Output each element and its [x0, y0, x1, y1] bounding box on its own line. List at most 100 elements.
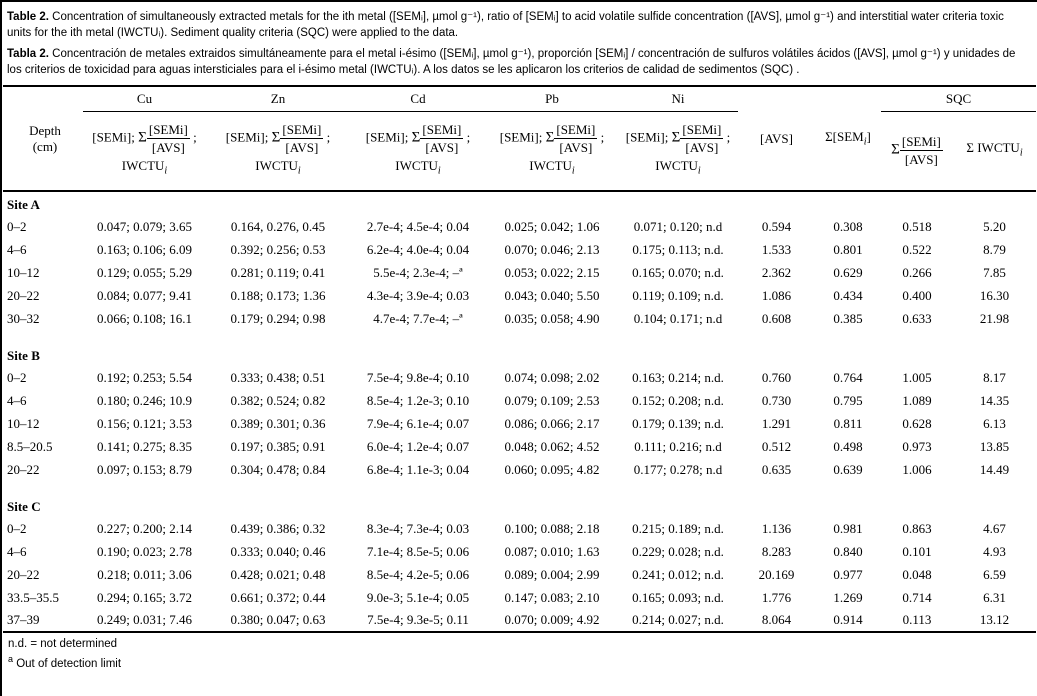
cell-pb: 0.048; 0.062; 4.52: [504, 438, 600, 454]
cell-ni: 0.104; 0.171; n.d: [633, 310, 723, 326]
cell-cu: 0.129; 0.055; 5.29: [97, 264, 192, 280]
cell-cd: 5.5e-4; 2.3e-4; –ª: [373, 264, 463, 280]
cell-sum-sem: 0.795: [833, 392, 863, 408]
cell-cd: 6.0e-4; 1.2e-4; 0.07: [366, 438, 470, 454]
formula-sem-label: [SEMi];: [225, 129, 272, 145]
cell-cd: 2.7e-4; 4.5e-4; 0.04: [366, 218, 470, 234]
sum-iwctu-label: Σ IWCTU: [966, 140, 1020, 156]
formula-sem-label: [SEMi];: [365, 129, 412, 145]
site-section-row: Site B: [3, 330, 1036, 366]
table-row: 0–2 0.047; 0.079; 3.65 0.164, 0.276, 0.4…: [3, 215, 1036, 238]
cell-depth: 4–6: [7, 543, 27, 559]
cell-avs: 1.136: [761, 520, 792, 536]
cell-sqc-iwctu: 13.85: [979, 438, 1010, 454]
cell-sum-sem: 0.498: [833, 438, 863, 454]
cell-avs: 1.291: [761, 415, 792, 431]
col-subheader-pb-formula: [SEMi]; Σ [SEMi] [AVS] ; IWCTUi: [486, 111, 618, 191]
cell-sqc-iwctu: 6.13: [983, 415, 1006, 431]
footnote-detection-text: Out of detection limit: [13, 657, 122, 670]
cell-avs: 0.512: [761, 438, 792, 454]
caption-english: Table 2. Concentration of simultaneously…: [7, 10, 1031, 41]
cell-depth: 8.5–20.5: [7, 438, 53, 454]
col-subheader-sqc-iwctu: Σ IWCTUi: [953, 111, 1036, 191]
cell-sqc-ratio: 0.628: [902, 415, 932, 431]
cell-depth: 33.5–35.5: [7, 589, 59, 605]
site-section-row: Site C: [3, 481, 1036, 517]
col-subheader-ni-formula: [SEMi]; Σ [SEMi] [AVS] ; IWCTUi: [618, 111, 738, 191]
cell-depth: 30–32: [7, 310, 40, 326]
cell-cu: 0.066; 0.108; 16.1: [97, 310, 192, 326]
iwctu-sub: i: [437, 166, 441, 178]
cell-cd: 8.5e-4; 1.2e-3; 0.10: [366, 392, 470, 408]
formula-sem-label: [SEMi];: [625, 129, 672, 145]
cell-ni: 0.215; 0.189; n.d.: [632, 520, 724, 536]
cell-ni: 0.119; 0.109; n.d.: [632, 287, 724, 303]
cell-sqc-ratio: 0.714: [902, 589, 932, 605]
sigma-symbol: Σ: [545, 129, 555, 146]
cell-zn: 0.661; 0.372; 0.44: [230, 589, 326, 605]
depth-header-line2: (cm): [32, 138, 58, 154]
cell-sqc-iwctu: 6.31: [983, 589, 1006, 605]
footnote-superscript-a: a: [8, 654, 14, 664]
col-header-cu: Cu: [83, 86, 206, 112]
caption-spanish-text: Concentración de metales extraidos simul…: [7, 48, 1016, 76]
cell-sqc-iwctu: 14.49: [979, 461, 1010, 477]
col-subheader-zn-formula: [SEMi]; Σ [SEMi] [AVS] ; IWCTUi: [206, 111, 350, 191]
cell-depth: 37–39: [7, 612, 40, 627]
cell-cu: 0.190; 0.023; 2.78: [97, 543, 192, 559]
cell-avs: 20.169: [758, 566, 795, 582]
cell-cd: 4.3e-4; 3.9e-4; 0.03: [366, 287, 470, 303]
site-label: Site C: [7, 499, 41, 514]
iwctu-label: IWCTU: [655, 158, 698, 174]
cell-pb: 0.087; 0.010; 1.63: [504, 543, 600, 559]
cell-pb: 0.070; 0.009; 4.92: [504, 612, 600, 627]
footnotes: n.d. = not determined a Out of detection…: [8, 637, 1037, 672]
site-label: Site B: [7, 348, 40, 363]
cell-pb: 0.035; 0.058; 4.90: [504, 310, 600, 326]
fraction-numerator: [SEMi]: [146, 122, 190, 140]
cell-sum-sem: 0.811: [833, 415, 863, 431]
cell-avs: 0.608: [761, 310, 792, 326]
cell-sqc-ratio: 0.113: [902, 612, 932, 627]
sum-sem-sub: i: [863, 136, 867, 148]
cell-sum-sem: 0.914: [833, 612, 863, 627]
table-row: 20–22 0.218; 0.011; 3.06 0.428; 0.021; 0…: [3, 563, 1036, 586]
cell-pb: 0.089; 0.004; 2.99: [504, 566, 600, 582]
sem-avs-table: Depth (cm) Cu Zn Cd Pb Ni [AVS] Σ[SEMi] …: [3, 85, 1037, 633]
cell-sum-sem: 0.801: [833, 241, 863, 257]
iwctu-sub: i: [697, 166, 701, 178]
table-row: 4–6 0.163; 0.106; 6.09 0.392; 0.256; 0.5…: [3, 238, 1036, 261]
cell-zn: 0.164, 0.276, 0.45: [230, 218, 326, 234]
formula-semicolon: ;: [600, 129, 605, 145]
cell-depth: 10–12: [7, 264, 40, 280]
cell-sum-sem: 0.981: [833, 520, 863, 536]
cell-ni: 0.165; 0.093; n.d.: [632, 589, 724, 605]
sem-avs-fraction: [SEMi] [AVS]: [146, 122, 190, 155]
cell-cd: 7.9e-4; 6.1e-4; 0.07: [366, 415, 470, 431]
cell-depth: 20–22: [7, 566, 40, 582]
cell-sum-sem: 0.629: [833, 264, 863, 280]
table-row: 20–22 0.097; 0.153; 8.79 0.304; 0.478; 0…: [3, 458, 1036, 481]
cell-depth: 10–12: [7, 415, 40, 431]
iwctu-label: IWCTU: [529, 158, 572, 174]
fraction-denominator: [AVS]: [559, 140, 593, 156]
fraction-numerator: [SEMi]: [280, 122, 324, 140]
cell-avs: 1.086: [761, 287, 792, 303]
footnote-nd: n.d. = not determined: [8, 638, 118, 650]
cell-zn: 0.439; 0.386; 0.32: [230, 520, 326, 536]
table-row: 20–22 0.084; 0.077; 9.41 0.188; 0.173; 1…: [3, 284, 1036, 307]
caption-english-text: Concentration of simultaneously extracte…: [7, 11, 1004, 39]
iwctu-sub: i: [571, 166, 575, 178]
sum-sem-post: ]: [866, 129, 871, 145]
cell-pb: 0.043; 0.040; 5.50: [504, 287, 600, 303]
table-row: 33.5–35.5 0.294; 0.165; 3.72 0.661; 0.37…: [3, 586, 1036, 609]
cell-sum-sem: 0.977: [833, 566, 863, 582]
iwctu-sub: i: [164, 166, 168, 178]
cell-cd: 6.2e-4; 4.0e-4; 0.04: [366, 241, 470, 257]
cell-sqc-ratio: 0.633: [902, 310, 932, 326]
col-header-zn: Zn: [206, 86, 350, 112]
cell-cd: 8.5e-4; 4.2e-5; 0.06: [366, 566, 470, 582]
cell-cu: 0.294; 0.165; 3.72: [97, 589, 192, 605]
site-section-row: Site A: [3, 191, 1036, 215]
sigma-symbol: Σ: [271, 129, 281, 146]
